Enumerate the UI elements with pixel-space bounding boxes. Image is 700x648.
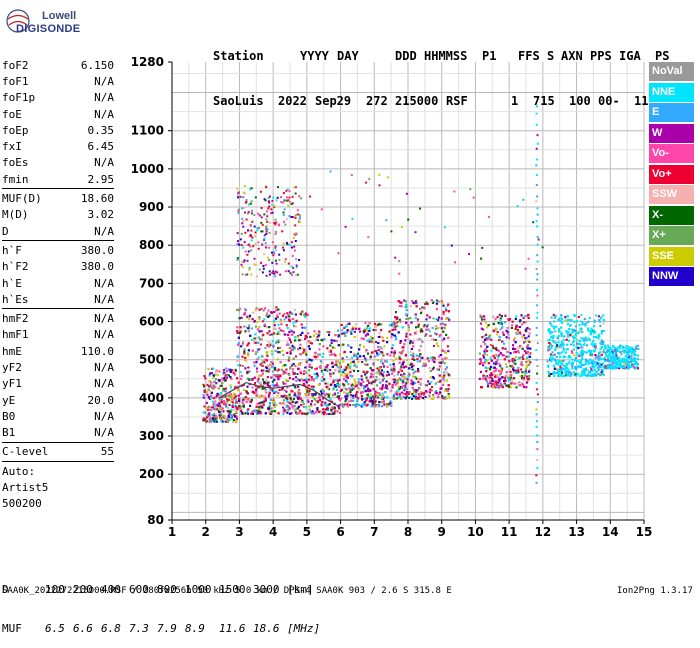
echo-point: [303, 406, 305, 408]
echo-point: [282, 413, 284, 415]
y-tick-label: 800: [139, 238, 164, 252]
echo-point: [302, 327, 304, 329]
echo-point: [445, 368, 447, 370]
echo-point: [573, 371, 575, 373]
echo-point: [382, 363, 384, 365]
echo-point: [262, 334, 264, 336]
echo-point: [442, 358, 444, 360]
echo-point: [580, 314, 582, 316]
echo-point: [637, 358, 639, 360]
x-tick-label: 3: [235, 525, 243, 539]
echo-point: [391, 351, 393, 353]
echo-point: [429, 330, 431, 332]
x-tick-label: 11: [501, 525, 518, 539]
echo-point: [445, 334, 447, 336]
echo-point: [513, 362, 515, 364]
echo-point: [256, 368, 258, 370]
echo-point: [420, 378, 422, 380]
y-tick-label: 600: [139, 315, 164, 329]
echo-point: [293, 325, 295, 327]
echo-point: [552, 351, 554, 353]
echo-point: [240, 371, 242, 373]
echo-point: [333, 380, 335, 382]
y-tick-label: 700: [139, 276, 164, 290]
y-tick-label: 200: [139, 467, 164, 481]
y-tick-label: 1000: [131, 162, 164, 176]
x-tick-label: 12: [535, 525, 552, 539]
y-tick-label: 500: [139, 353, 164, 367]
echo-point: [510, 352, 512, 354]
echo-point: [506, 366, 508, 368]
y-tick-label: 80: [147, 513, 164, 527]
echo-point: [529, 333, 531, 335]
echo-point: [346, 356, 348, 358]
x-tick-label: 10: [467, 525, 484, 539]
echo-point: [516, 383, 518, 385]
y-tick-label: 400: [139, 391, 164, 405]
y-tick-label: 900: [139, 200, 164, 214]
echo-point: [300, 404, 302, 406]
x-tick-label: 2: [202, 525, 210, 539]
x-tick-label: 7: [370, 525, 378, 539]
echo-point: [305, 351, 307, 353]
x-tick-label: 9: [438, 525, 446, 539]
y-tick-label: 300: [139, 429, 164, 443]
echo-point: [229, 404, 231, 406]
echo-point: [294, 309, 296, 311]
y-tick-label: 1280: [131, 55, 164, 69]
echo-point: [513, 371, 515, 373]
x-tick-label: 15: [636, 525, 653, 539]
echo-point: [479, 353, 481, 355]
echo-point: [576, 352, 578, 354]
echo-point: [341, 329, 343, 331]
echo-point: [203, 397, 205, 399]
y-tick-label: 1100: [131, 124, 164, 138]
x-tick-label: 4: [269, 525, 277, 539]
echo-point: [294, 405, 296, 407]
x-tick-label: 5: [303, 525, 311, 539]
echo-point: [444, 324, 446, 326]
echo-point: [430, 381, 432, 383]
echo-point: [262, 320, 264, 322]
x-tick-label: 14: [602, 525, 619, 539]
echo-point: [240, 410, 242, 412]
echo-point: [372, 376, 374, 378]
echo-point: [575, 325, 577, 327]
echo-point: [508, 334, 510, 336]
x-tick-label: 8: [404, 525, 412, 539]
x-tick-label: 13: [568, 525, 585, 539]
echo-point: [286, 324, 288, 326]
echo-point: [408, 338, 410, 340]
echo-point: [295, 356, 297, 358]
echo-point: [563, 335, 565, 337]
echo-point: [393, 355, 395, 357]
echo-points: [202, 96, 639, 484]
x-tick-label: 6: [336, 525, 344, 539]
echo-point: [521, 336, 523, 338]
x-tick-label: 1: [168, 525, 176, 539]
